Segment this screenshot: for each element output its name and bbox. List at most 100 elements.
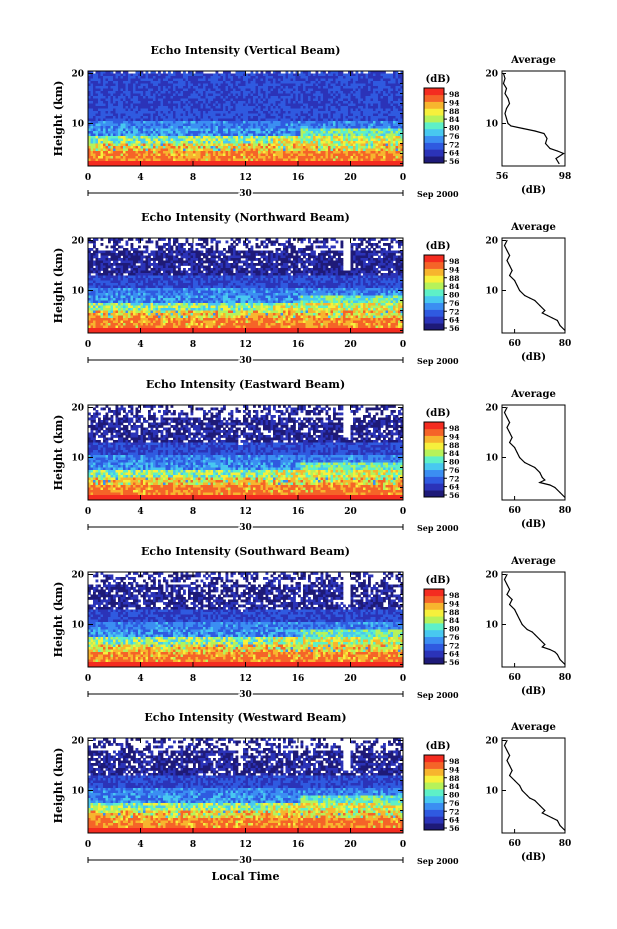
heatmap-cell [108, 139, 111, 142]
heatmap-cell [341, 149, 344, 152]
heatmap-cell [138, 156, 141, 159]
heatmap-cell [318, 111, 321, 114]
heatmap-cell [178, 139, 181, 142]
heatmap-cell [143, 114, 146, 117]
heatmap-cell [186, 81, 189, 84]
heatmap-cell [276, 84, 279, 87]
heatmap-cell [248, 106, 251, 109]
heatmap-cell [321, 86, 324, 89]
heatmap-cell [313, 79, 316, 82]
heatmap-cell [138, 109, 141, 112]
heatmap-cell [283, 131, 286, 134]
heatmap-cell [376, 149, 379, 152]
heatmap-cell [96, 154, 99, 157]
heatmap-cell [343, 101, 346, 104]
heatmap-cell [291, 96, 294, 99]
heatmap-cell [143, 134, 146, 137]
heatmap-cell [173, 74, 176, 77]
heatmap-cell [331, 156, 334, 159]
heatmap-cell [133, 104, 136, 107]
heatmap-cell [116, 131, 119, 134]
heatmap-cell [283, 79, 286, 82]
heatmap-cell [241, 141, 244, 144]
heatmap-cell [116, 154, 119, 157]
heatmap-cell [138, 121, 141, 124]
heatmap-cell [161, 151, 164, 154]
heatmap-cell [251, 156, 254, 159]
heatmap-cell [378, 119, 381, 122]
heatmap-cell [331, 79, 334, 82]
heatmap-cell [286, 154, 289, 157]
heatmap-cell [193, 121, 196, 124]
heatmap-cell [146, 139, 149, 142]
heatmap-cell [278, 159, 281, 162]
heatmap-cell [208, 86, 211, 89]
heatmap-cell [263, 91, 266, 94]
heatmap-cell [91, 84, 94, 87]
heatmap-cell [146, 126, 149, 129]
heatmap-cell [181, 151, 184, 154]
heatmap-cell [386, 91, 389, 94]
heatmap-cell [276, 126, 279, 129]
heatmap-cell [281, 149, 284, 152]
heatmap-cell [178, 84, 181, 87]
heatmap-cell [396, 146, 399, 149]
heatmap-cell [168, 89, 171, 92]
heatmap-cell [146, 101, 149, 104]
heatmap-cell [131, 131, 134, 134]
heatmap-cell [308, 91, 311, 94]
heatmap-cell [216, 76, 219, 79]
heatmap-cell [346, 111, 349, 114]
heatmap-cell [101, 139, 104, 142]
heatmap-cell [363, 131, 366, 134]
heatmap-cell [181, 119, 184, 122]
heatmap-cell [231, 114, 234, 117]
heatmap-cell [168, 79, 171, 82]
heatmap-cell [203, 141, 206, 144]
heatmap-cell [311, 154, 314, 157]
heatmap-cell [163, 146, 166, 149]
heatmap-cell [151, 144, 154, 147]
heatmap-cell [361, 144, 364, 147]
heatmap-cell [311, 94, 314, 97]
heatmap-cell [368, 144, 371, 147]
heatmap-cell [363, 156, 366, 159]
heatmap-cell [111, 84, 114, 87]
heatmap-cell [293, 109, 296, 112]
heatmap-cell [261, 81, 264, 84]
heatmap-cell [128, 111, 131, 114]
heatmap-cell [306, 109, 309, 112]
heatmap-cell [206, 91, 209, 94]
heatmap-cell [196, 84, 199, 87]
heatmap-cell [303, 89, 306, 92]
heatmap-cell [153, 84, 156, 87]
heatmap-cell [93, 126, 96, 129]
heatmap-cell [186, 116, 189, 119]
heatmap-cell [248, 154, 251, 157]
heatmap-cell [286, 126, 289, 129]
heatmap-cell [221, 124, 224, 127]
heatmap-cell [383, 154, 386, 157]
heatmap-cell [123, 94, 126, 97]
heatmap-cell [268, 149, 271, 152]
heatmap-cell [251, 79, 254, 82]
heatmap-cell [131, 91, 134, 94]
heatmap-cell [331, 134, 334, 137]
heatmap-cell [196, 111, 199, 114]
heatmap-cell [301, 106, 304, 109]
heatmap-cell [153, 131, 156, 134]
heatmap-cell [158, 126, 161, 129]
heatmap-cell [111, 106, 114, 109]
heatmap-cell [288, 121, 291, 124]
heatmap-cell [93, 323, 96, 326]
heatmap-cell [246, 99, 249, 102]
heatmap-cell [246, 94, 249, 97]
heatmap-cell [383, 86, 386, 89]
heatmap-cell [186, 134, 189, 137]
heatmap-cell [173, 116, 176, 119]
heatmap-cell [111, 116, 114, 119]
heatmap-cell [231, 101, 234, 104]
heatmap-cell [226, 124, 229, 127]
heatmap-cell [226, 116, 229, 119]
heatmap-cell [328, 134, 331, 137]
